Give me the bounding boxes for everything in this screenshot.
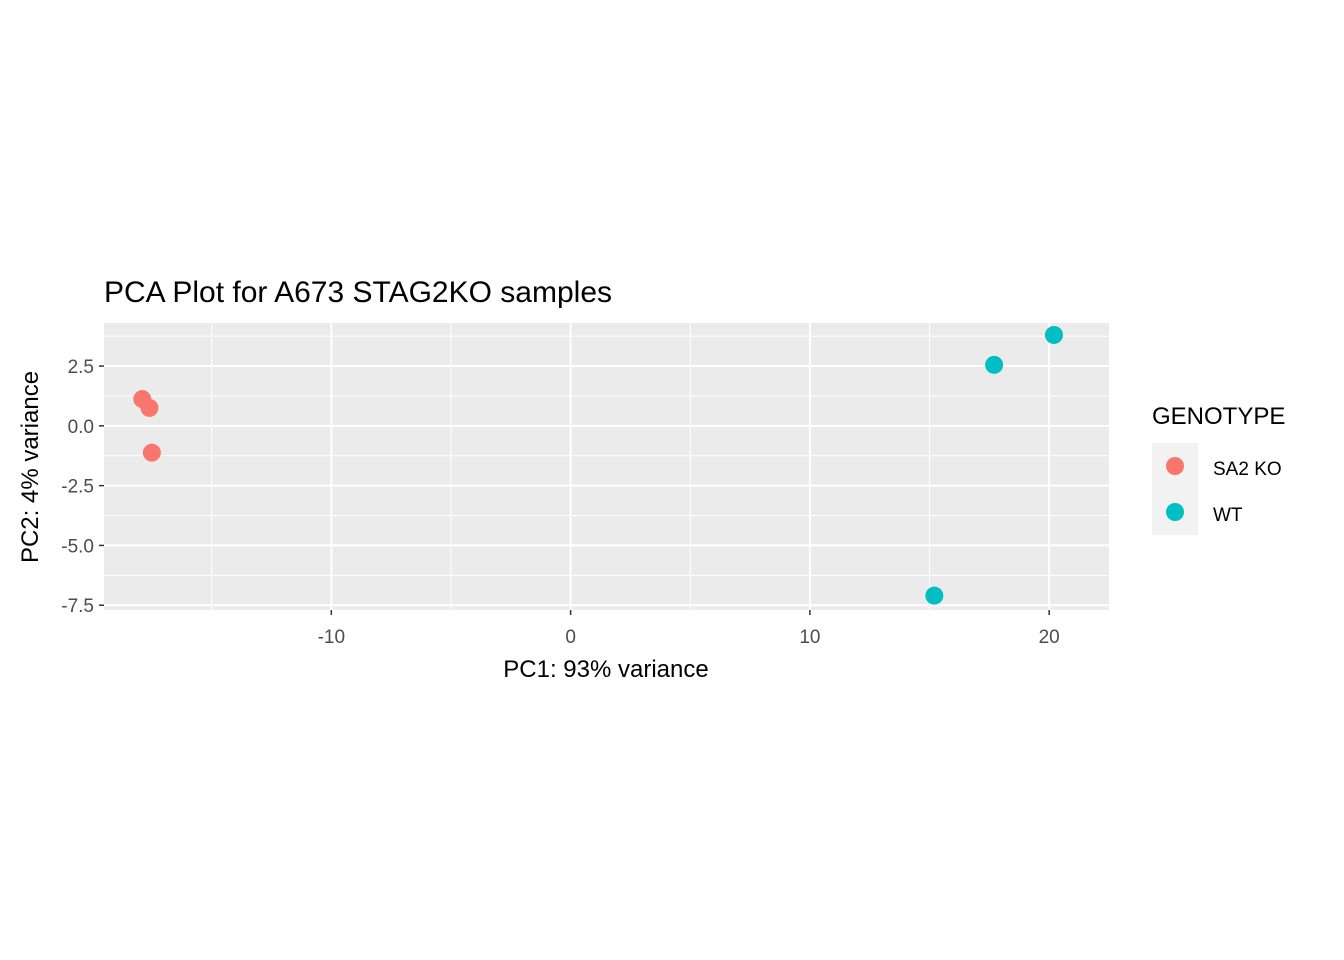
chart-title: PCA Plot for A673 STAG2KO samples — [104, 276, 612, 309]
x-tick-label: 10 — [799, 627, 820, 648]
y-tick-label: 0.0 — [68, 417, 94, 438]
y-axis: 2.5 0.0 -2.5 -5.0 -7.5 — [61, 357, 104, 617]
y-tick-label: -7.5 — [61, 596, 94, 617]
legend-key-sa2ko — [1166, 457, 1184, 475]
legend-title: GENOTYPE — [1152, 403, 1285, 430]
x-tick-label: 20 — [1039, 627, 1060, 648]
x-axis-title: PC1: 93% variance — [503, 656, 708, 683]
legend-key-wt — [1166, 503, 1184, 521]
x-tick-label: 0 — [565, 627, 576, 648]
data-point — [925, 586, 944, 605]
y-tick-label: -5.0 — [61, 536, 94, 557]
y-tick-label: -2.5 — [61, 477, 94, 498]
data-point — [140, 398, 159, 417]
grid-minor — [104, 323, 1109, 610]
y-axis-title: PC2: 4% variance — [17, 371, 44, 563]
legend-label-wt: WT — [1213, 505, 1243, 526]
plot-panel — [104, 323, 1109, 610]
data-point — [1044, 325, 1063, 344]
data-point — [985, 355, 1004, 374]
grid-major — [104, 323, 1109, 610]
data-points — [133, 325, 1063, 605]
x-axis: -10 0 10 20 — [318, 610, 1060, 648]
legend: GENOTYPE SA2 KO WT — [1152, 403, 1285, 535]
legend-label-sa2ko: SA2 KO — [1213, 459, 1282, 480]
y-tick-label: 2.5 — [68, 357, 94, 378]
x-tick-label: -10 — [318, 627, 345, 648]
data-point — [142, 443, 161, 462]
